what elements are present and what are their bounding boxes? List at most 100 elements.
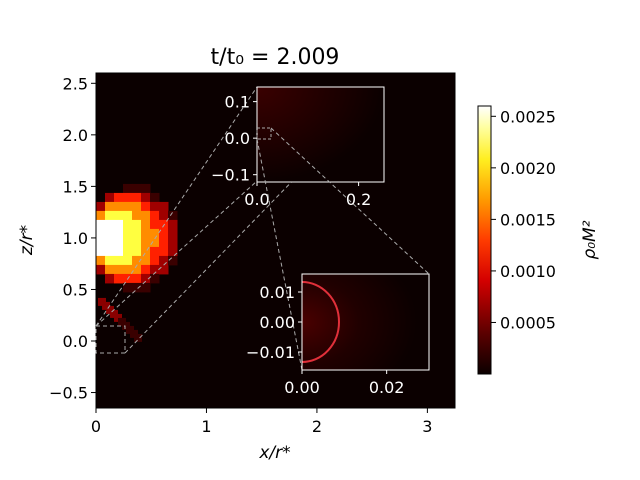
density-cell — [132, 219, 142, 230]
colorbar: 0.0005 0.0010 0.0015 0.0020 0.0025 ρ₀M² — [477, 105, 600, 375]
density-cell — [96, 246, 106, 257]
density-cell — [141, 183, 151, 194]
density-cell — [141, 219, 151, 230]
density-cell — [132, 246, 142, 257]
density-cell — [123, 228, 133, 239]
x-axis-ticks: 0 1 2 3 — [91, 408, 432, 436]
density-cell — [132, 237, 142, 248]
density-cell — [105, 246, 115, 257]
colorbar-tick-label: 0.0025 — [500, 107, 556, 126]
inset-1-y-tick-label: −0.1 — [211, 166, 250, 185]
colorbar-tick-label: 0.0015 — [500, 210, 556, 229]
colorbar-tick-label: 0.0020 — [500, 159, 556, 178]
density-cell — [132, 282, 142, 293]
y-axis-ticks: −0.5 0.0 0.5 1.0 1.5 2.0 2.5 — [49, 74, 96, 403]
density-cell — [168, 246, 178, 257]
inset-1-ticks: 0.0 0.2 0.1 0.0 −0.1 — [211, 93, 371, 209]
density-cell — [150, 210, 160, 221]
density-cell — [96, 228, 106, 239]
colorbar-label: ρ₀M² — [580, 220, 600, 259]
density-cell — [105, 228, 115, 239]
density-cell — [141, 210, 151, 221]
density-cell — [123, 246, 133, 257]
density-cell — [159, 210, 169, 221]
inset-1-y-tick-label: 0.0 — [225, 129, 250, 148]
density-cell — [168, 210, 178, 221]
density-cell — [96, 264, 106, 275]
density-cell — [105, 192, 115, 203]
density-cell — [123, 201, 133, 212]
density-cell — [105, 237, 115, 248]
x-axis-label: x/r* — [258, 443, 290, 463]
colorbar-tick-label: 0.0010 — [500, 262, 556, 281]
x-tick-label: 3 — [422, 417, 432, 436]
chart-title: t/t₀ = 2.009 — [211, 45, 340, 70]
inset-2-x-tick-label: 0.00 — [284, 378, 320, 397]
density-cell — [159, 255, 169, 266]
density-cell — [132, 273, 142, 284]
density-cell — [114, 219, 124, 230]
density-cell — [96, 255, 106, 266]
inset-1-y-tick-label: 0.1 — [225, 93, 250, 112]
density-lobe — [96, 183, 178, 342]
density-cell — [96, 210, 106, 221]
density-cell — [123, 264, 133, 275]
density-cell — [159, 264, 169, 275]
zoom-box-2 — [256, 127, 272, 140]
y-tick-label: 1.0 — [63, 229, 88, 248]
density-cell — [159, 246, 169, 257]
density-cell — [114, 255, 124, 266]
inset-2-circle — [301, 281, 340, 363]
density-cell — [123, 237, 133, 248]
inset-1-frame — [256, 86, 385, 183]
density-cell — [141, 273, 151, 284]
y-tick-label: 0.5 — [63, 280, 88, 299]
density-cell — [105, 219, 115, 230]
density-cell — [168, 219, 178, 230]
density-cell — [114, 273, 124, 284]
inset-2-x-tick-label: 0.02 — [369, 378, 405, 397]
density-cell — [150, 273, 160, 284]
density-cell — [141, 201, 151, 212]
y-tick-label: 0.0 — [63, 332, 88, 351]
density-cell — [132, 264, 142, 275]
density-cell — [132, 192, 142, 203]
inset-2: 0.00 0.02 0.01 0.00 −0.01 — [246, 273, 430, 397]
x-tick-label: 2 — [312, 417, 322, 436]
density-cell — [141, 246, 151, 257]
density-cell — [150, 255, 160, 266]
density-cell — [123, 219, 133, 230]
density-cell — [150, 228, 160, 239]
inset-2-y-tick-label: −0.01 — [246, 343, 295, 362]
density-cell — [168, 228, 178, 239]
inset-2-connectors — [256, 127, 430, 371]
density-cell — [141, 237, 151, 248]
density-cell — [141, 264, 151, 275]
density-cell — [132, 210, 142, 221]
density-cell — [105, 264, 115, 275]
density-cell — [96, 201, 106, 212]
main-plot-frame — [95, 72, 456, 409]
density-cell — [132, 228, 142, 239]
density-cell — [150, 219, 160, 230]
density-cell — [105, 273, 115, 284]
density-cell — [123, 282, 133, 293]
density-cell — [150, 192, 160, 203]
density-cell — [134, 333, 142, 342]
inset-1-x-tick-label: 0.2 — [346, 190, 371, 209]
density-cell — [123, 255, 133, 266]
density-cell — [150, 201, 160, 212]
density-cell — [114, 237, 124, 248]
density-cell — [141, 228, 151, 239]
density-cell — [105, 210, 115, 221]
colorbar-gradient — [477, 105, 492, 375]
y-tick-label: 1.5 — [63, 177, 88, 196]
density-cell — [114, 210, 124, 221]
y-tick-label: 2.0 — [63, 126, 88, 145]
density-cell — [141, 282, 151, 293]
zoom-box-1 — [95, 325, 126, 354]
density-cell — [168, 237, 178, 248]
y-axis-label: z/r* — [17, 225, 37, 256]
density-cell — [141, 192, 151, 203]
